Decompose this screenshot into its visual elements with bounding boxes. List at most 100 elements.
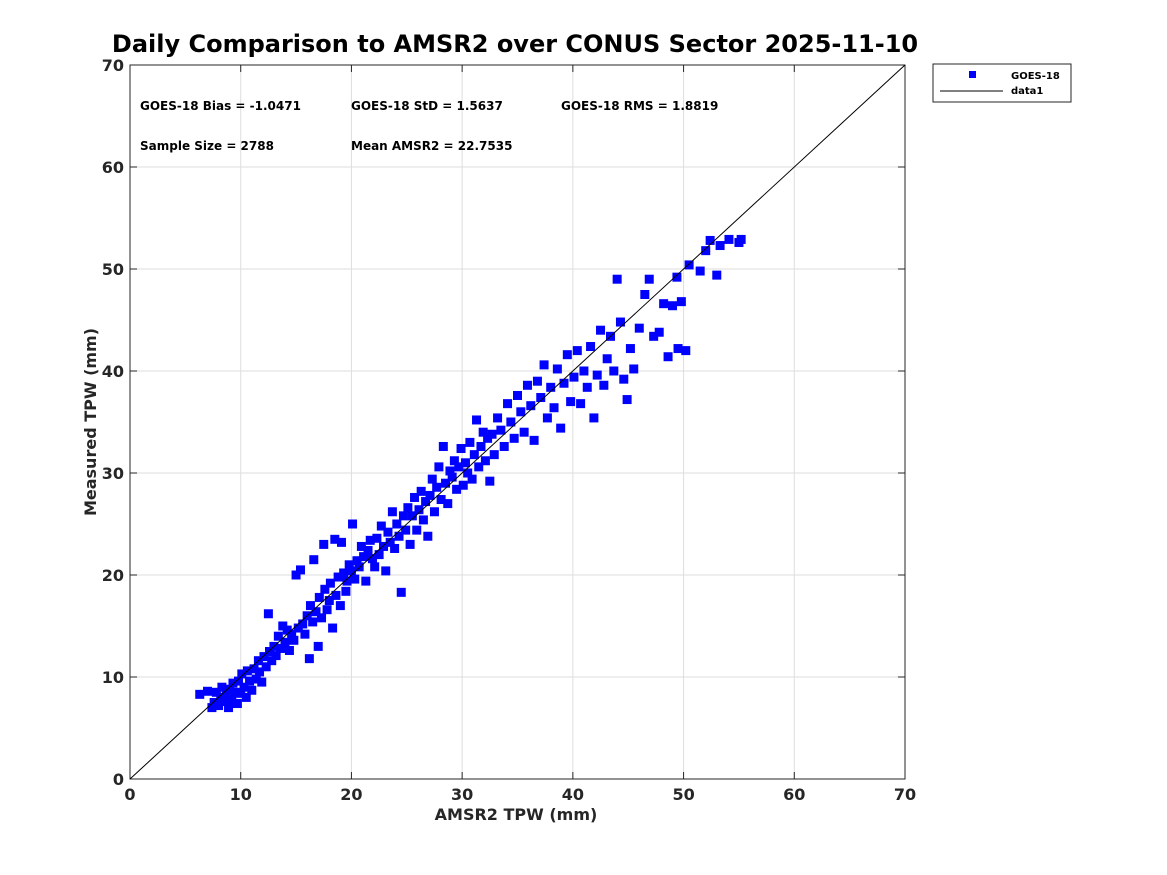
data-point	[217, 682, 227, 692]
data-point	[383, 527, 393, 537]
data-point	[421, 497, 431, 507]
data-point	[359, 552, 369, 562]
data-point	[300, 629, 310, 639]
data-point	[267, 656, 277, 666]
data-point	[454, 462, 464, 472]
data-point	[247, 685, 257, 695]
data-point	[207, 703, 217, 713]
data-point	[695, 266, 705, 276]
data-point	[257, 677, 267, 687]
data-point	[219, 696, 229, 706]
data-point	[572, 346, 582, 356]
data-point	[346, 566, 356, 576]
data-point	[634, 323, 644, 333]
data-point	[237, 669, 247, 679]
data-point	[379, 541, 389, 551]
x-tick-label: 30	[451, 785, 473, 804]
data-point	[261, 662, 271, 672]
data-point	[506, 417, 516, 427]
data-point	[387, 507, 397, 517]
data-point	[289, 635, 299, 645]
data-point	[251, 674, 261, 684]
data-point	[582, 382, 592, 392]
data-point	[325, 578, 335, 588]
data-point	[499, 441, 509, 451]
y-tick-label: 20	[102, 566, 124, 585]
data-point	[536, 393, 546, 403]
data-point	[361, 576, 371, 586]
data-point	[284, 645, 294, 655]
data-point	[724, 234, 734, 244]
data-point	[324, 596, 334, 605]
data-point	[255, 667, 265, 677]
y-tick-label: 40	[102, 362, 124, 381]
data-point	[271, 651, 281, 661]
data-point	[625, 344, 635, 354]
data-point	[487, 429, 497, 439]
axis-ticks: 0 10 20 30 40 50 60 70 0 10 20 30 40 50 60 70	[102, 56, 916, 804]
data-point	[467, 474, 477, 484]
data-point	[447, 472, 457, 482]
data-point	[265, 647, 274, 656]
data-point	[715, 241, 725, 251]
data-point	[592, 370, 602, 380]
goes18-points	[195, 234, 746, 713]
y-tick-label: 70	[102, 56, 124, 75]
data-point	[320, 584, 330, 594]
data-point	[460, 458, 470, 468]
data-point	[259, 652, 269, 662]
data-point	[476, 441, 486, 451]
data-point	[221, 689, 231, 699]
data-point	[503, 399, 513, 409]
y-axis-label: Measured TPW (mm)	[81, 328, 100, 516]
x-tick-label: 70	[894, 785, 916, 804]
data-point	[263, 609, 273, 619]
data-point	[629, 364, 639, 374]
data-point	[203, 686, 212, 696]
data-point	[522, 380, 532, 390]
data-point	[363, 546, 373, 556]
data-point	[195, 689, 205, 699]
data-point	[436, 495, 446, 505]
data-point	[480, 456, 490, 466]
data-point	[394, 531, 404, 541]
y-tick-label: 50	[102, 260, 124, 279]
data-point	[589, 413, 599, 423]
data-point	[398, 511, 408, 521]
data-point	[234, 676, 243, 686]
data-point	[552, 364, 562, 374]
data-point	[224, 703, 234, 713]
data-point	[328, 623, 338, 633]
data-point	[304, 654, 314, 664]
x-tick-label: 50	[672, 785, 694, 804]
data-point	[493, 413, 503, 423]
data-point	[401, 525, 411, 535]
legend: GOES-18 data1	[932, 63, 1072, 103]
data-point	[314, 592, 324, 602]
data-point	[418, 515, 428, 525]
legend-label-data1: data1	[1011, 86, 1043, 97]
data-point	[478, 427, 488, 437]
data-point	[513, 390, 522, 400]
data-point	[449, 456, 459, 466]
data-point	[273, 631, 283, 641]
data-point	[654, 327, 664, 337]
data-point	[317, 613, 327, 623]
x-axis-label: AMSR2 TPW (mm)	[435, 805, 598, 824]
data-point	[705, 235, 715, 245]
data-point	[291, 570, 301, 580]
data-point	[539, 360, 549, 370]
data-point	[441, 478, 451, 488]
data-point	[579, 366, 589, 376]
data-point	[296, 565, 305, 575]
y-tick-label: 30	[102, 464, 124, 483]
data-point	[562, 350, 572, 360]
data-point	[612, 274, 622, 284]
data-point	[496, 425, 506, 435]
data-point	[214, 701, 224, 711]
data-point	[509, 433, 519, 443]
data-point	[443, 499, 453, 509]
data-point	[599, 380, 609, 390]
stat-rms: GOES-18 RMS = 1.8819	[561, 99, 718, 113]
